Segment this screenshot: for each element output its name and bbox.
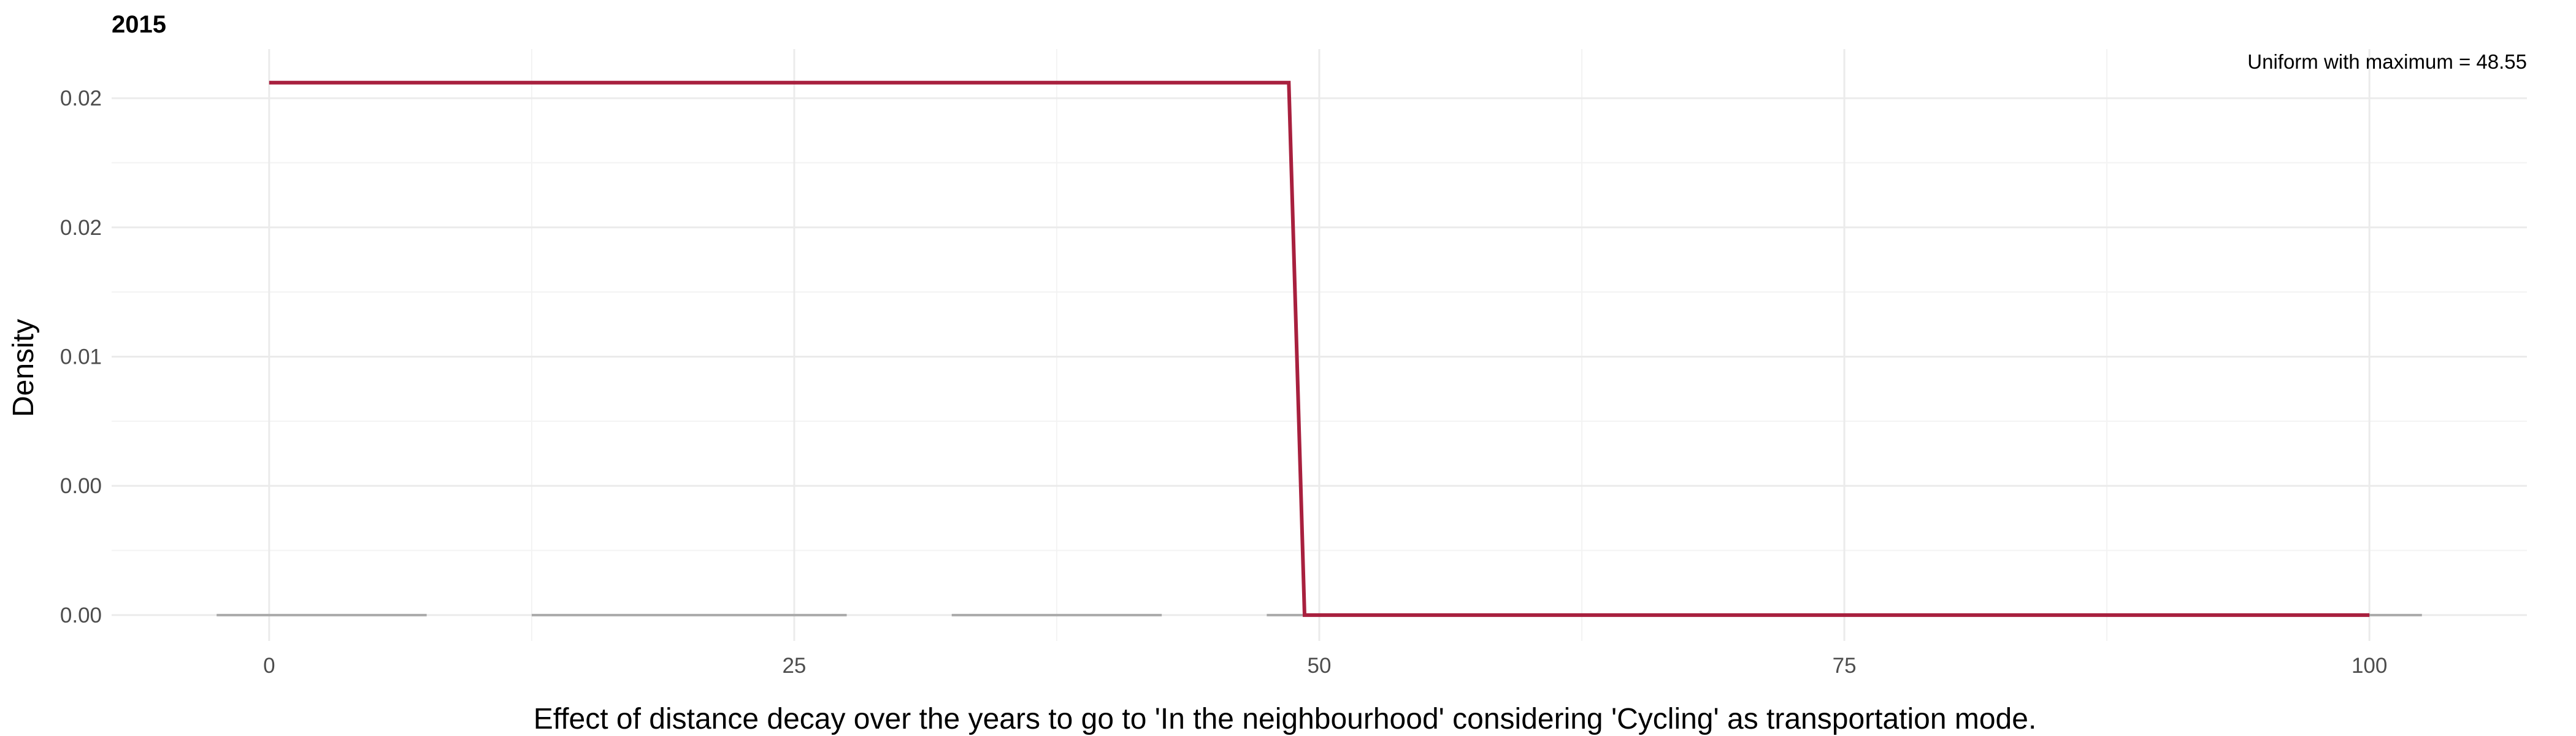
x-tick-label: 75 — [1833, 654, 1857, 678]
series-layer — [269, 80, 2370, 617]
y-axis-title: Density — [7, 319, 40, 417]
y-tick-label: 0.00 — [60, 474, 102, 498]
y-tick-label: 0.01 — [60, 345, 102, 369]
distribution-annotation: Uniform with maximum = 48.55 — [2247, 50, 2527, 73]
density-line — [269, 80, 2370, 617]
y-tick-label: 0.02 — [60, 86, 102, 110]
x-axis-title: Effect of distance decay over the years … — [534, 703, 2037, 735]
y-tick-label: 0.02 — [60, 216, 102, 240]
x-tick-label: 100 — [2352, 654, 2387, 678]
y-tick-labels: 0.00 0.00 0.01 0.02 0.02 — [60, 86, 102, 627]
panel-title: 2015 — [112, 11, 166, 38]
x-tick-label: 0 — [263, 654, 275, 678]
grid-lines — [112, 49, 2527, 641]
x-tick-label: 25 — [782, 654, 806, 678]
y-tick-label: 0.00 — [60, 604, 102, 627]
x-tick-labels: 0 25 50 75 100 — [263, 654, 2387, 678]
x-tick-label: 50 — [1308, 654, 1332, 678]
